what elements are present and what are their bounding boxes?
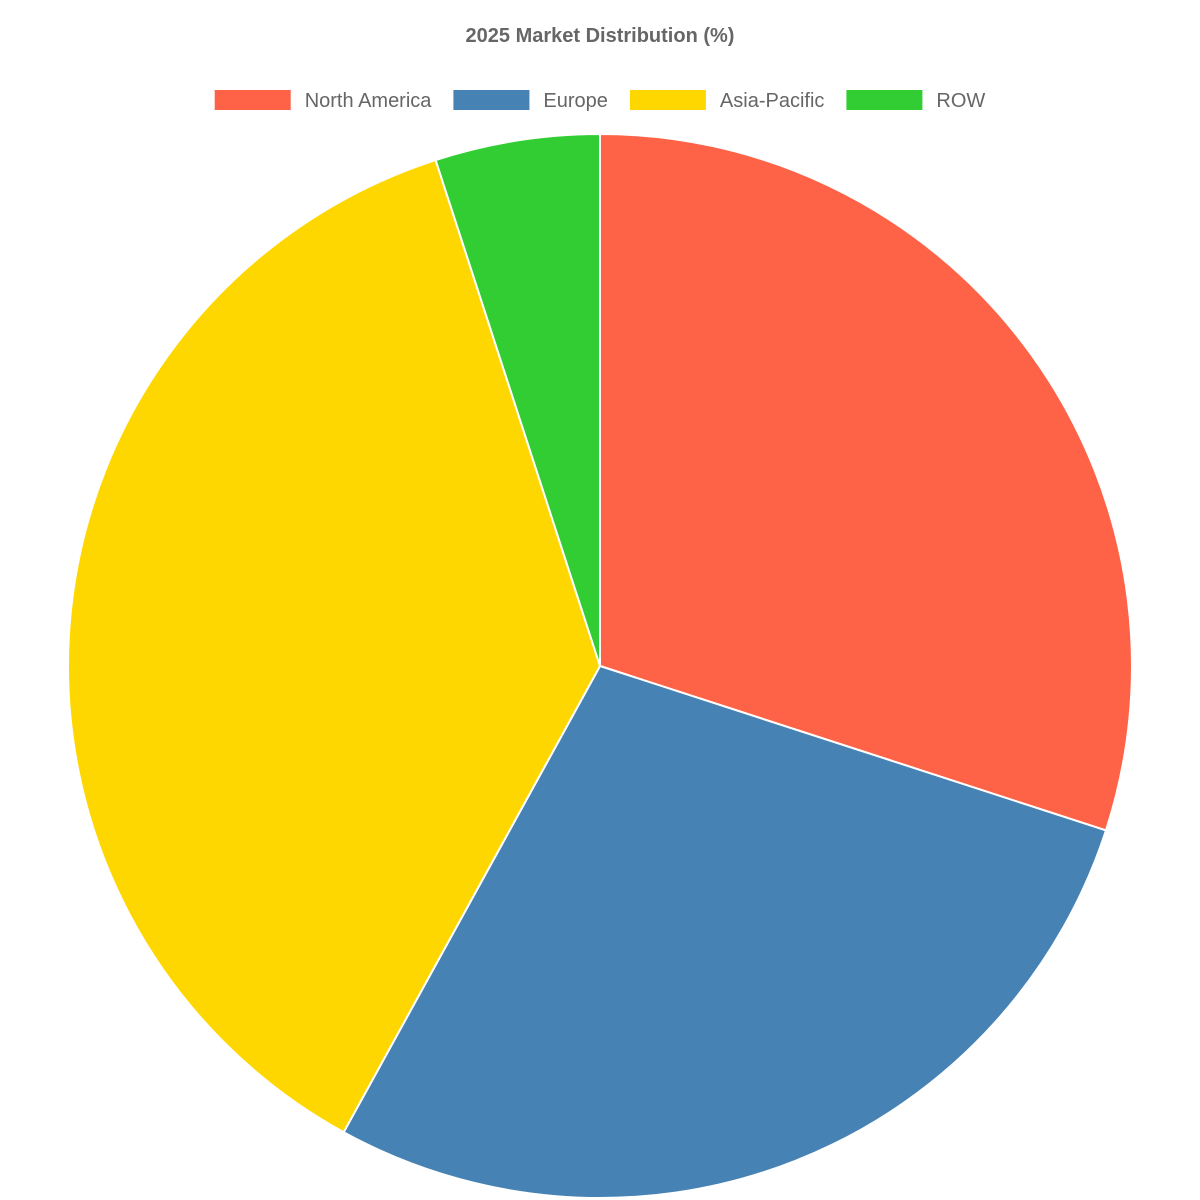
legend-label-europe: Europe [543, 90, 608, 112]
legend-item-asia-pacific[interactable]: Asia-Pacific [629, 90, 824, 112]
pie-slice-row[interactable] [434, 132, 601, 667]
chart-title: 2025 Market Distribution (%) [466, 25, 735, 47]
legend-label-row: ROW [936, 90, 985, 112]
legend-label-north-america: North America [305, 90, 433, 112]
legend-item-north-america[interactable]: North America [214, 90, 433, 112]
legend-swatch-row [846, 90, 923, 110]
legend-swatch-north-america [214, 90, 291, 110]
legend-item-row[interactable]: ROW [846, 90, 985, 112]
legend-label-asia-pacific: Asia-Pacific [720, 90, 824, 112]
pie-slice-asia-pacific[interactable] [67, 158, 602, 1134]
pie-slice-north-america[interactable] [599, 132, 1133, 832]
pie-slices [67, 132, 1133, 1200]
legend-item-europe[interactable]: Europe [453, 90, 608, 112]
legend-swatch-asia-pacific [629, 90, 706, 110]
pie-slice-europe[interactable] [342, 664, 1108, 1200]
legend: North America Europe Asia-Pacific ROW [214, 90, 985, 112]
legend-swatch-europe [453, 90, 530, 110]
